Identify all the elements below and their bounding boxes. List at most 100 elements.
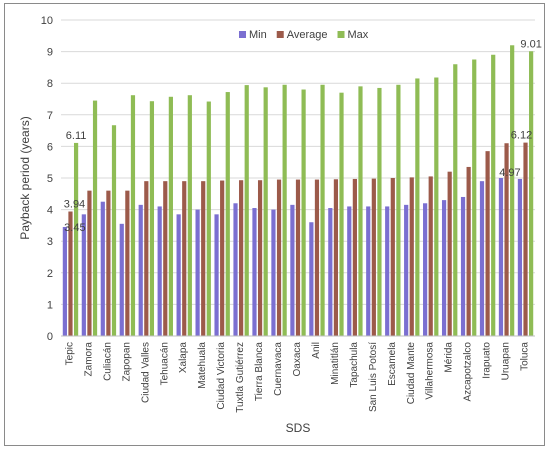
bar-min-tapachula <box>347 206 352 336</box>
bar-max-escamela <box>396 84 401 336</box>
data-label: 3.45 <box>64 222 85 234</box>
x-tick-label: Escamela <box>387 342 398 386</box>
bar-average-irapuato <box>485 151 490 336</box>
bar-min-xalapa <box>176 214 181 336</box>
bar-max-oaxaca <box>301 89 306 337</box>
bar-max-irapuato <box>491 54 496 336</box>
y-tick-label: 1 <box>47 299 53 311</box>
bar-min-ciudad-valles <box>138 204 143 336</box>
x-tick-label: Tierra Blanca <box>254 342 265 402</box>
bar-average-m-rida <box>447 171 452 336</box>
x-tick-label: Zapopan <box>121 342 132 381</box>
legend-swatch-min <box>239 31 246 38</box>
bar-max-tehuac-n <box>168 96 173 337</box>
y-tick-label: 0 <box>47 331 53 343</box>
bar-max-m-rida <box>453 64 458 337</box>
x-tick-label: Villahermosa <box>425 342 436 400</box>
bar-min-cuernavaca <box>271 209 276 336</box>
legend-swatch-average <box>276 31 284 38</box>
bar-max-cuernavaca <box>282 84 287 336</box>
bar-max-ciudad-valles <box>149 101 155 336</box>
x-tick-label: Uruapan <box>501 342 512 380</box>
bar-average-cuernavaca <box>276 179 282 336</box>
x-tick-label: Ciudad Victoria <box>216 342 227 410</box>
bar-average-azcapotzalco <box>466 166 471 336</box>
bar-average-anil <box>314 179 320 336</box>
bar-min-irapuato <box>479 181 485 336</box>
y-tick-label: 2 <box>47 268 53 280</box>
x-tick-label: Zamora <box>83 342 94 377</box>
bars <box>62 45 534 337</box>
y-tick-label: 7 <box>47 110 53 122</box>
data-label: 6.11 <box>66 130 87 142</box>
x-tick-label: Oaxaca <box>292 342 303 377</box>
legend-label-min: Min <box>249 29 267 41</box>
x-tick-label: Tapachula <box>349 342 360 388</box>
bar-average-san-luis-potos- <box>371 178 376 336</box>
bar-average-zamora <box>87 190 92 336</box>
bar-average-tehuac-n <box>163 181 168 336</box>
x-tick-label: Mérida <box>444 342 455 373</box>
bar-max-matehuala <box>206 101 211 336</box>
bar-max-ciudad-victoria <box>225 92 230 336</box>
legend: Min Average Max <box>239 29 369 41</box>
x-tick-label: Ciudad Mante <box>406 342 417 405</box>
x-tick-label: Anil <box>311 342 322 359</box>
x-tick-label: Tehuacán <box>159 342 170 385</box>
y-axis-title: Payback period (years) <box>18 116 32 239</box>
bar-min-ciudad-victoria <box>214 214 219 336</box>
bar-min-m-rida <box>441 200 447 336</box>
bar-max-xalapa <box>187 95 192 336</box>
y-tick-label: 6 <box>47 141 53 153</box>
bar-min-zapopan <box>119 223 124 336</box>
bar-average-ciudad-mante <box>409 177 414 336</box>
x-tick-label: San Luis Potosí <box>368 342 379 412</box>
bar-max-san-luis-potos- <box>377 87 382 336</box>
bar-average-tuxtla-guti-rrez <box>239 180 244 336</box>
x-tick-label: Xalapa <box>178 342 189 374</box>
x-tick-label: Matehuala <box>197 342 208 389</box>
bar-average-zapopan <box>125 190 130 336</box>
bar-min-tierra-blanca <box>252 208 257 336</box>
bar-average-tapachula <box>352 178 357 336</box>
y-tick-label: 5 <box>47 173 53 185</box>
bar-min-tuxtla-guti-rrez <box>233 203 238 336</box>
bar-max-uruapan <box>510 45 515 336</box>
bar-average-culiac-n <box>106 190 111 336</box>
bar-min-villahermosa <box>423 203 428 336</box>
bar-average-uruapan <box>504 143 509 336</box>
bar-average-ciudad-valles <box>144 181 149 336</box>
y-tick-label: 10 <box>41 15 53 27</box>
bar-max-minatitl-n <box>339 92 344 337</box>
axes: 0 1 2 3 4 5 6 7 8 9 10 Tepic Zamora Culiacán Zapopan Ci… <box>41 15 535 413</box>
bar-average-villahermosa <box>428 176 433 336</box>
x-tick-label: Minatitlán <box>330 342 341 385</box>
bar-max-ciudad-mante <box>415 78 420 337</box>
bar-max-tuxtla-guti-rrez <box>244 85 249 336</box>
bar-max-toluca <box>529 51 534 337</box>
bar-max-zapopan <box>130 95 136 336</box>
x-tick-label: Culiacán <box>102 342 113 381</box>
legend-swatch-max <box>337 31 345 38</box>
legend-label-average: Average <box>287 29 328 41</box>
data-label: 6.12 <box>511 130 532 142</box>
payback-bar-chart: 0 1 2 3 4 5 6 7 8 9 10 Tepic Zamora Culiacán Zapopan Ci… <box>18 15 542 435</box>
x-tick-label: Azcapotzalco <box>463 342 474 402</box>
x-tick-label: Cuernavaca <box>273 342 284 396</box>
x-tick-label: Tuxtla Gutiérrez <box>235 342 246 413</box>
bar-max-tapachula <box>358 86 363 336</box>
x-tick-label: Tepic <box>64 342 75 365</box>
bar-average-tepic <box>68 211 73 336</box>
bar-average-toluca <box>523 142 528 336</box>
bar-min-san-luis-potos- <box>366 206 371 336</box>
bar-min-matehuala <box>195 209 200 336</box>
bar-min-uruapan <box>498 178 504 336</box>
bar-average-tierra-blanca <box>257 180 263 336</box>
bar-min-tehuac-n <box>157 206 162 336</box>
x-tick-label: Ciudad Valles <box>140 342 151 403</box>
bar-min-zamora <box>81 214 86 336</box>
bar-max-tierra-blanca <box>263 87 268 336</box>
bar-min-escamela <box>385 206 390 336</box>
bar-average-xalapa <box>182 181 187 336</box>
bar-min-anil <box>309 222 314 336</box>
